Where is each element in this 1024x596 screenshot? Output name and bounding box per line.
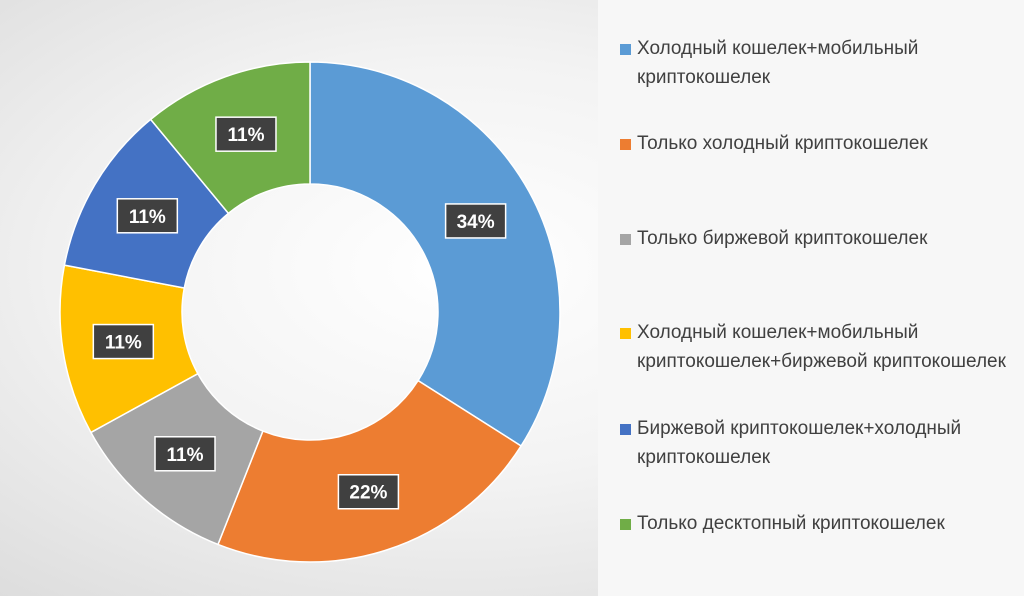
data-label-box xyxy=(337,473,400,510)
data-label-text: 22% xyxy=(349,483,387,504)
data-label-4: 11% xyxy=(92,323,155,360)
legend-item-desktop-only: Только десктопный криптокошелек xyxy=(620,513,1020,538)
legend-swatch xyxy=(620,519,631,530)
legend-item-cold-mobile: Холодный кошелек+мобильный криптокошелек xyxy=(620,38,1020,92)
legend-swatch xyxy=(620,139,631,150)
data-label-5: 11% xyxy=(116,198,179,234)
legend-item-exchange-cold: Биржевой криптокошелек+холодный криптоко… xyxy=(620,418,1020,472)
slice-1 xyxy=(309,61,561,447)
legend-label: Только холодный криптокошелек xyxy=(637,133,928,154)
legend-item-cold-only: Только холодный криптокошелек xyxy=(620,133,1020,158)
data-label-1: 34% xyxy=(444,203,507,239)
legend-swatch xyxy=(620,424,631,435)
data-label-text: 11% xyxy=(167,445,204,466)
data-label-text: 11% xyxy=(129,207,166,228)
data-label-text: 11% xyxy=(105,333,142,354)
legend-item-cold-mobile-exchange: Холодный кошелек+мобильный криптокошелек… xyxy=(620,322,1020,376)
data-label-box xyxy=(116,198,179,234)
data-label-3: 11% xyxy=(154,436,216,472)
legend-swatch xyxy=(620,44,631,55)
donut-slices xyxy=(59,61,561,563)
legend-swatch xyxy=(620,234,631,245)
legend-label: Только биржевой криптокошелек xyxy=(637,228,928,249)
legend-label: Холодный кошелек+мобильный криптокошелек… xyxy=(637,322,1006,372)
legend-label: Холодный кошелек+мобильный криптокошелек xyxy=(637,38,919,88)
legend: Холодный кошелек+мобильный криптокошелек… xyxy=(598,0,1024,596)
data-label-box xyxy=(154,436,216,472)
legend-item-exchange-only: Только биржевой криптокошелек xyxy=(620,228,1020,253)
data-labels: 34% 22% 11% 11% 11% 11% xyxy=(92,116,507,510)
data-label-2: 22% xyxy=(337,473,400,510)
data-label-text: 11% xyxy=(227,125,264,146)
data-label-text: 34% xyxy=(457,212,495,233)
data-label-box xyxy=(444,203,507,239)
data-label-box xyxy=(215,116,277,152)
legend-label: Только десктопный криптокошелек xyxy=(637,513,945,534)
data-label-6: 11% xyxy=(215,116,277,152)
legend-swatch xyxy=(620,328,631,339)
legend-label: Биржевой криптокошелек+холодный криптоко… xyxy=(637,418,962,468)
data-label-box xyxy=(92,323,155,360)
slice-2 xyxy=(216,379,523,563)
